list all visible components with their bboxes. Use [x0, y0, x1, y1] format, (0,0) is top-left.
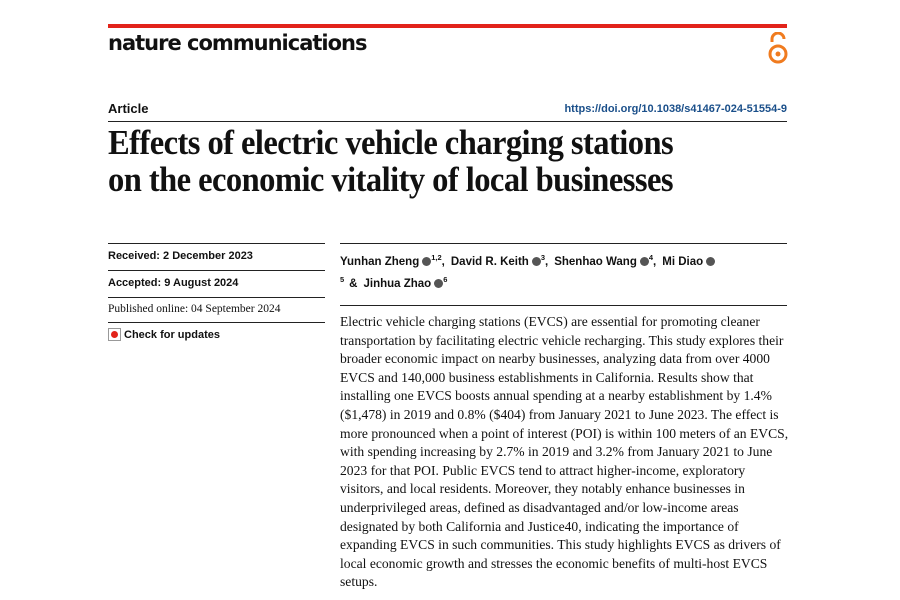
title-line: Effects of electric vehicle charging sta… [108, 123, 674, 162]
affiliation: 1,2 [431, 253, 442, 262]
updates-label[interactable]: Check for updates [124, 328, 220, 341]
affiliation: 4 [648, 253, 654, 262]
published-date: Published online: 04 September 2024 [108, 303, 281, 315]
received-date: Received: 2 December 2023 [108, 250, 253, 262]
separator: , [653, 255, 657, 268]
divider [108, 270, 325, 271]
article-type: Article [108, 101, 149, 116]
orcid-icon[interactable] [434, 278, 444, 288]
divider [108, 297, 325, 298]
separator: , [441, 255, 445, 268]
journal-name[interactable]: nature communications [108, 31, 367, 55]
orcid-icon[interactable] [531, 256, 541, 266]
divider [108, 243, 325, 244]
author-name[interactable]: Yunhan Zheng [340, 255, 420, 268]
accepted-date: Accepted: 9 August 2024 [108, 277, 239, 289]
abstract: Electric vehicle charging stations (EVCS… [340, 314, 789, 590]
author-name[interactable]: Jinhua Zhao [363, 277, 432, 290]
divider [340, 305, 787, 306]
divider [108, 121, 787, 122]
author-name[interactable]: Shenhao Wang [554, 255, 637, 268]
updates-icon [108, 328, 121, 341]
affiliation: 6 [443, 274, 448, 284]
author-list: Yunhan Zheng 1,2, David R. Keith 3, Shenhao … [340, 249, 770, 293]
check-updates[interactable]: Check for updates [108, 328, 220, 341]
separator: , [545, 255, 549, 268]
author-name[interactable]: David R. Keith [450, 255, 529, 268]
author-name[interactable]: Mi Diao [662, 255, 704, 268]
orcid-icon[interactable] [639, 256, 649, 266]
affiliation: 3 [540, 253, 546, 262]
top-bar [108, 24, 787, 28]
orcid-icon[interactable] [422, 256, 432, 266]
affiliation: 5 [340, 274, 345, 284]
divider [340, 243, 787, 244]
open-access-icon [768, 32, 788, 64]
article-title: Effects of electric vehicle charging sta… [108, 123, 674, 199]
title-line: on the economic vitality of local busine… [108, 160, 674, 199]
orcid-icon[interactable] [706, 256, 716, 266]
separator: & [349, 277, 358, 290]
doi-link[interactable]: https://doi.org/10.1038/s41467-024-51554… [564, 103, 787, 115]
divider [108, 322, 325, 323]
